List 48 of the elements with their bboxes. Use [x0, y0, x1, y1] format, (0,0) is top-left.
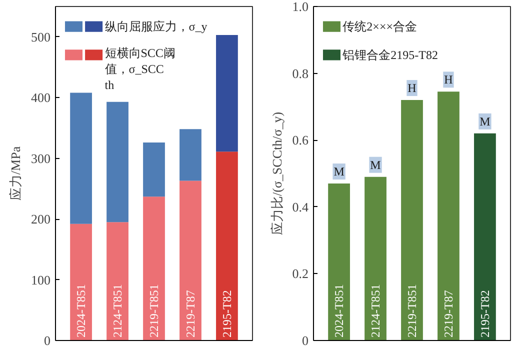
- legend-label: 传统2×××合金: [342, 20, 417, 34]
- bar: [143, 196, 165, 340]
- bar: [438, 92, 460, 340]
- bar: [328, 184, 350, 340]
- y-tick-label: 500: [31, 29, 50, 44]
- y-tick-label: 0: [44, 333, 50, 346]
- x-tick-label: 2219-T87: [183, 290, 198, 338]
- y-tick-label: 400: [31, 90, 50, 106]
- y-axis-title: 应力/MPa: [8, 146, 23, 201]
- bar: [180, 180, 202, 340]
- y-tick-label: 100: [31, 272, 50, 288]
- bar: [180, 129, 202, 181]
- bar: [70, 224, 92, 340]
- bar: [216, 152, 238, 340]
- x-tick-label: 2219-T87: [441, 290, 456, 338]
- bar: [216, 35, 238, 152]
- data-label: M: [370, 158, 382, 172]
- x-tick-label: 2024-T851: [74, 284, 88, 338]
- legend-label: 短横向SCC阈值，σ_SCCth: [104, 46, 176, 92]
- bar: [106, 222, 128, 340]
- x-tick-label: 2219-T851: [405, 284, 419, 338]
- data-label: H: [444, 72, 454, 87]
- legend-label: 纵向屈服应力，σ_y: [104, 20, 208, 34]
- x-tick-label: 2195-T82: [220, 290, 234, 338]
- bar: [474, 133, 496, 340]
- y-tick-label: 0.6: [292, 132, 309, 148]
- bar: [143, 142, 165, 197]
- y-tick-label: 1.0: [292, 0, 308, 14]
- x-tick-label: 2195-T82: [478, 290, 492, 338]
- y-tick-label: 0.8: [292, 66, 308, 81]
- data-label: H: [408, 81, 417, 96]
- data-label: M: [480, 114, 491, 128]
- y-tick-label: 0.4: [292, 199, 309, 214]
- bar: [70, 92, 92, 224]
- bar: [106, 102, 128, 222]
- data-label: M: [334, 164, 345, 179]
- x-tick-label: 2024-T851: [332, 284, 346, 338]
- x-tick-label: 2219-T851: [147, 284, 161, 338]
- x-tick-label: 2124-T851: [110, 284, 125, 338]
- y-tick-label: 300: [31, 150, 50, 166]
- y-axis-title: 应力比/(σ_SCCth/σ_y): [269, 112, 284, 236]
- y-tick-label: 0.2: [292, 266, 308, 282]
- y-tick-label: 0: [302, 333, 308, 346]
- bar: [401, 100, 423, 340]
- y-tick-label: 200: [31, 212, 50, 227]
- x-tick-label: 2124-T851: [368, 284, 383, 338]
- legend-label: 铝锂合金2195-T82: [342, 48, 438, 62]
- bar: [364, 176, 386, 340]
